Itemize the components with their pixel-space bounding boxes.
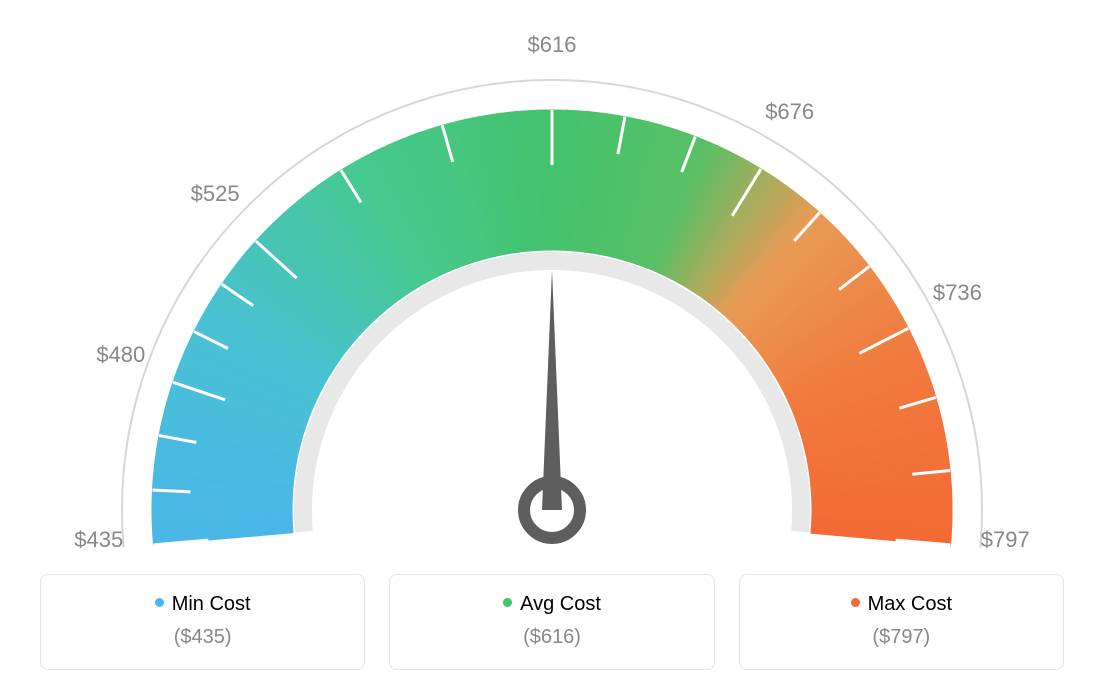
tick-label: $525 (191, 181, 240, 207)
legend-min-title: Min Cost (51, 593, 354, 616)
legend-row: Min Cost ($435) Avg Cost ($616) Max Cost… (0, 574, 1104, 670)
tick-label: $435 (74, 527, 123, 553)
tick-label: $480 (96, 342, 145, 368)
gauge-area: $435 $480 $525 $616 $676 $736 $797 (0, 0, 1104, 560)
legend-avg-dot (503, 598, 512, 607)
legend-avg-value: ($616) (400, 626, 703, 649)
legend-avg-label: Avg Cost (520, 593, 601, 615)
tick-label: $736 (933, 280, 982, 306)
cost-gauge-chart: $435 $480 $525 $616 $676 $736 $797 Min Cost ($… (0, 0, 1104, 690)
legend-max-dot (851, 598, 860, 607)
tick-label: $676 (765, 99, 814, 125)
legend-min-label: Min Cost (172, 593, 251, 615)
legend-max-label: Max Cost (868, 593, 952, 615)
tick-label: $797 (981, 527, 1030, 553)
legend-max: Max Cost ($797) (739, 574, 1064, 670)
legend-min: Min Cost ($435) (40, 574, 365, 670)
legend-min-value: ($435) (51, 626, 354, 649)
legend-avg-title: Avg Cost (400, 593, 703, 616)
legend-max-value: ($797) (750, 626, 1053, 649)
tick-label: $616 (528, 32, 577, 58)
legend-avg: Avg Cost ($616) (389, 574, 714, 670)
legend-min-dot (155, 598, 164, 607)
legend-max-title: Max Cost (750, 593, 1053, 616)
